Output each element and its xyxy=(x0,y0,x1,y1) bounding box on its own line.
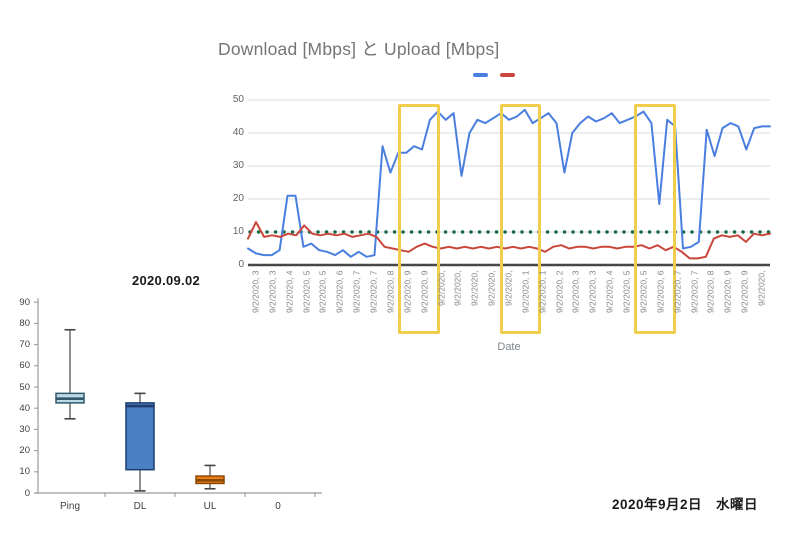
x-axis-title: Date xyxy=(497,341,521,353)
boxplot-y-tick-label: 40 xyxy=(19,402,30,414)
x-axis-label: 9/2/2020, xyxy=(436,270,447,306)
x-axis-label: 9/2/2020, 9 xyxy=(419,270,430,314)
x-axis-label: 9/2/2020, 7 xyxy=(368,270,379,314)
highlight-box xyxy=(634,104,677,334)
y-tick-label: 50 xyxy=(232,94,244,105)
x-axis-label: 9/2/2020, 9 xyxy=(402,270,413,314)
line-chart-plot-area xyxy=(247,99,772,267)
x-axis-label: 9/2/2020, 7 xyxy=(672,270,683,314)
x-axis-label: 9/2/2020, xyxy=(486,270,497,306)
upload-line xyxy=(247,221,771,260)
x-axis-label: 9/2/2020, 9 xyxy=(739,270,750,314)
boxplot-canvas xyxy=(34,298,322,497)
x-axis-label: 9/2/2020, 9 xyxy=(722,270,733,314)
line-chart-title: Download [Mbps] と Upload [Mbps] xyxy=(218,39,500,59)
highlight-box xyxy=(398,104,441,334)
boxplot-title: 2020.09.02 xyxy=(131,273,201,288)
boxplot-y-tick-label: 20 xyxy=(19,445,30,457)
x-axis-label: 9/2/2020, 7 xyxy=(689,270,700,314)
boxplot-y-tick-label: 60 xyxy=(19,360,30,372)
line-chart-legend xyxy=(473,73,515,77)
download-line xyxy=(247,108,771,258)
report-date-label: 2020年9月2日 水曜日 xyxy=(611,497,758,512)
boxplot-category-label: UL xyxy=(203,501,217,512)
x-axis-label: 9/2/2020, xyxy=(503,270,514,306)
x-axis-label: 9/2/2020, 3 xyxy=(570,270,581,314)
y-tick-label: 20 xyxy=(232,193,244,204)
y-tick-label: 40 xyxy=(232,127,244,138)
y-tick-label: 10 xyxy=(232,226,244,237)
x-axis-label: 9/2/2020, xyxy=(756,270,767,306)
boxplot-y-tick-label: 10 xyxy=(19,466,30,478)
boxplot-y-tick-label: 0 xyxy=(24,487,30,499)
x-axis-label: 9/2/2020, xyxy=(469,270,480,306)
boxplot-category-label: 0 xyxy=(275,501,281,512)
x-axis-label: 9/2/2020, 6 xyxy=(334,270,345,314)
line-chart-canvas xyxy=(247,99,772,267)
boxplot-y-tick-label: 70 xyxy=(19,339,30,351)
boxplot-y-tick-label: 50 xyxy=(19,381,30,393)
x-axis-label: 9/2/2020, 8 xyxy=(705,270,716,314)
x-axis-label: 9/2/2020, 5 xyxy=(638,270,649,314)
boxplot-y-tick-label: 30 xyxy=(19,423,30,435)
boxplot-y-tick-label: 90 xyxy=(19,296,30,308)
highlight-box xyxy=(499,104,542,334)
x-axis-label: 9/2/2020, 2 xyxy=(554,270,565,314)
x-axis-label: 9/2/2020, 8 xyxy=(385,270,396,314)
x-axis-label: 9/2/2020, 7 xyxy=(351,270,362,314)
y-tick-label: 30 xyxy=(232,160,244,171)
boxplot-category-label: Ping xyxy=(59,501,80,512)
boxplot-category-label: DL xyxy=(133,501,147,512)
x-axis-label: 9/2/2020, 4 xyxy=(604,270,615,314)
x-axis-label: 9/2/2020, 5 xyxy=(621,270,632,314)
upload-legend-swatch xyxy=(500,73,515,77)
x-axis-label: 9/2/2020, 1 xyxy=(520,270,531,314)
x-axis-label: 9/2/2020, 1 xyxy=(537,270,548,314)
boxplot-y-tick-label: 80 xyxy=(19,317,30,329)
x-axis-label: 9/2/2020, 3 xyxy=(587,270,598,314)
y-tick-label: 0 xyxy=(238,259,244,270)
x-axis-label: 9/2/2020, xyxy=(452,270,463,306)
x-axis-label: 9/2/2020, 6 xyxy=(655,270,666,314)
download-legend-swatch xyxy=(473,73,488,77)
box-dl xyxy=(125,402,155,471)
